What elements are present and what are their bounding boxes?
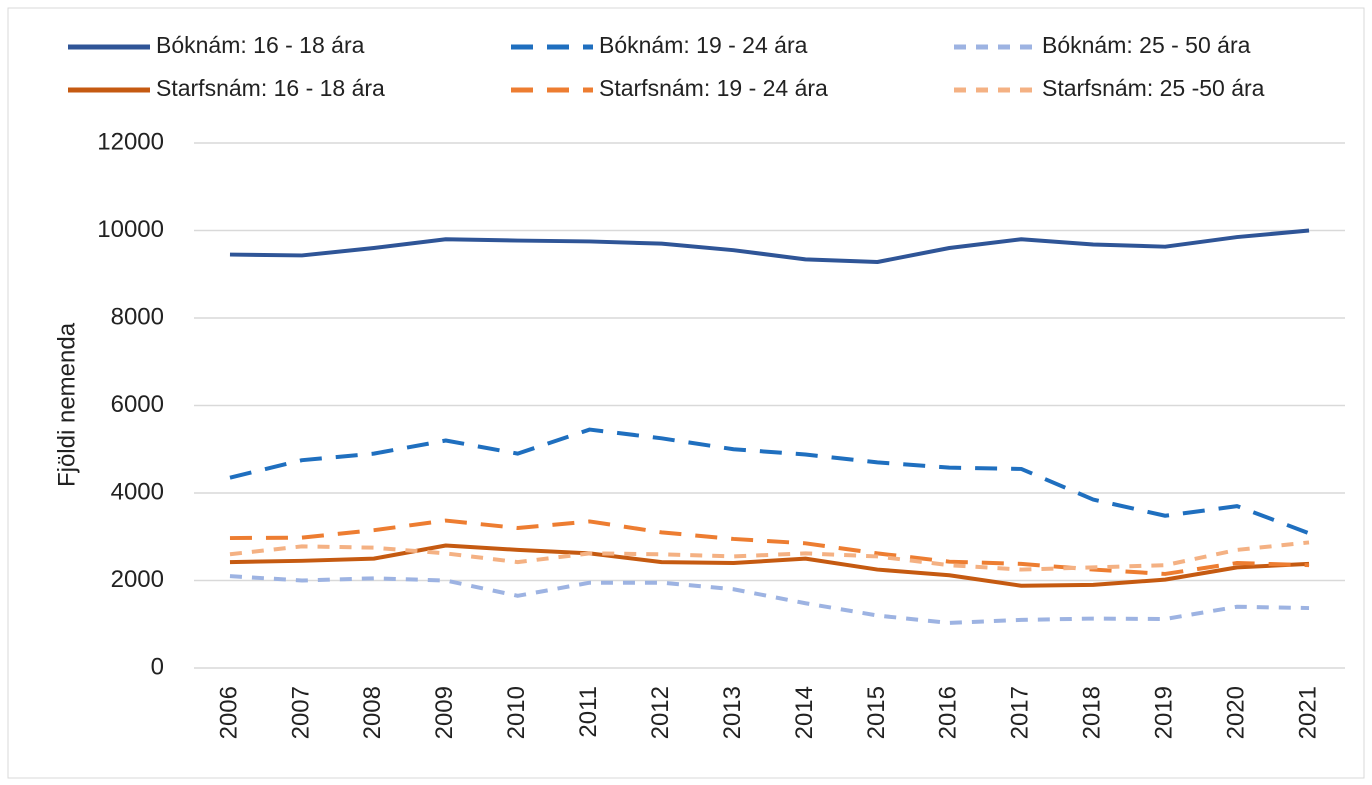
x-tick-label: 2007 bbox=[287, 686, 314, 739]
legend-label: Starfsnám: 25 -50 ára bbox=[1042, 75, 1265, 101]
series-line bbox=[229, 518, 1310, 576]
legend-label: Starfsnám: 16 - 18 ára bbox=[156, 75, 385, 101]
x-tick-label: 2015 bbox=[863, 686, 890, 739]
y-tick-label: 4000 bbox=[111, 478, 164, 505]
legend-label: Starfsnám: 19 - 24 ára bbox=[599, 75, 828, 101]
series-line bbox=[229, 228, 1310, 264]
x-tick-label: 2013 bbox=[719, 686, 746, 739]
series-line bbox=[229, 427, 1310, 536]
x-tick-label: 2012 bbox=[647, 686, 674, 739]
x-tick-label: 2009 bbox=[431, 686, 458, 739]
x-tick-label: 2018 bbox=[1079, 686, 1106, 739]
x-tick-label: 2011 bbox=[575, 686, 602, 738]
y-tick-label: 0 bbox=[151, 653, 164, 680]
y-tick-label: 6000 bbox=[111, 391, 164, 418]
x-tick-label: 2010 bbox=[503, 686, 530, 739]
x-tick-label: 2008 bbox=[359, 686, 386, 739]
legend: Bóknám: 16 - 18 ára Bóknám: 19 - 24 ára Bó… bbox=[68, 32, 1265, 101]
series-line bbox=[229, 540, 1310, 572]
y-tick-label: 10000 bbox=[97, 216, 164, 243]
y-axis-title: Fjöldi nemenda bbox=[53, 322, 80, 487]
series-line bbox=[229, 574, 1310, 625]
x-tick-label: 2016 bbox=[935, 686, 962, 739]
x-tick-label: 2017 bbox=[1007, 686, 1034, 739]
x-tick-label: 2020 bbox=[1222, 686, 1249, 739]
x-tick-label: 2021 bbox=[1294, 686, 1321, 739]
x-tick-label: 2019 bbox=[1151, 686, 1178, 739]
chart-frame bbox=[7, 7, 1365, 779]
legend-label: Bóknám: 16 - 18 ára bbox=[156, 32, 365, 58]
legend-label: Bóknám: 25 - 50 ára bbox=[1042, 32, 1251, 58]
legend-label: Bóknám: 19 - 24 ára bbox=[599, 32, 808, 58]
x-tick-label: 2006 bbox=[215, 686, 242, 739]
x-tick-label: 2014 bbox=[791, 686, 818, 739]
y-tick-label: 12000 bbox=[97, 128, 164, 155]
y-tick-label: 2000 bbox=[111, 566, 164, 593]
y-tick-label: 8000 bbox=[111, 303, 164, 330]
